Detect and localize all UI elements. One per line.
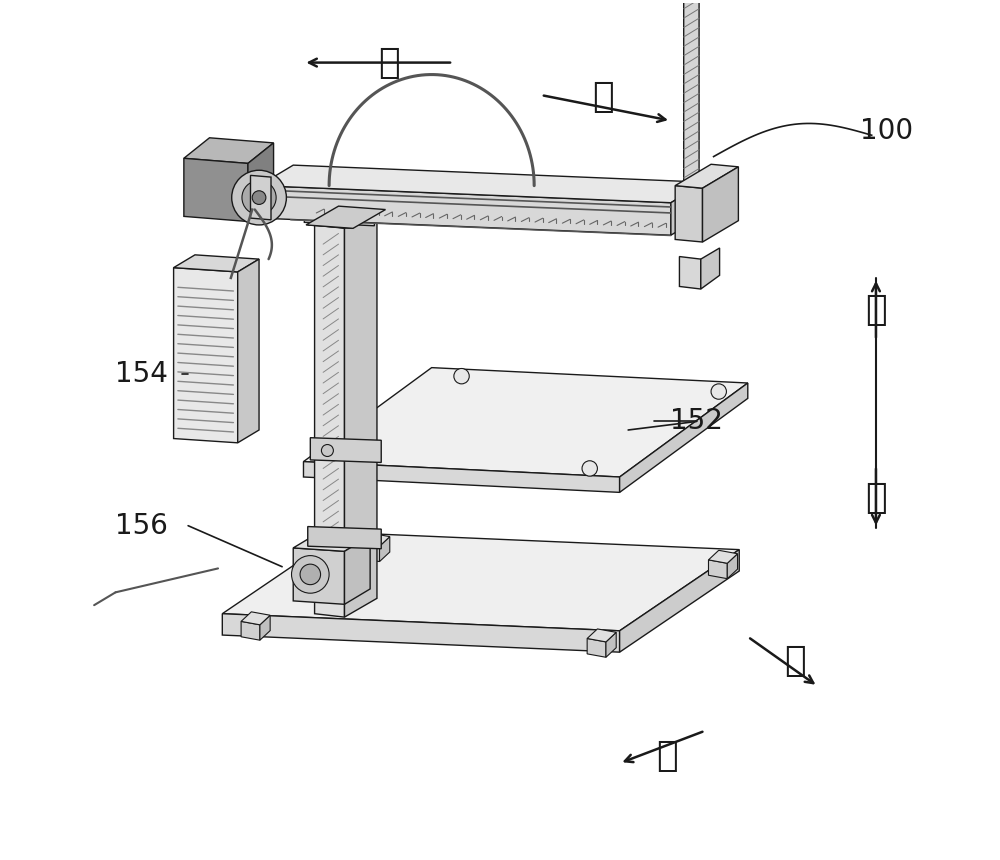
Polygon shape <box>344 536 370 605</box>
Text: 156: 156 <box>115 512 168 540</box>
Circle shape <box>454 368 469 384</box>
Text: 154: 154 <box>115 360 168 389</box>
Circle shape <box>711 384 726 399</box>
Text: 后: 后 <box>378 46 400 80</box>
Circle shape <box>252 191 266 205</box>
Polygon shape <box>303 462 620 493</box>
Polygon shape <box>293 532 370 551</box>
Polygon shape <box>259 186 671 235</box>
Polygon shape <box>620 383 748 493</box>
Polygon shape <box>361 543 380 562</box>
Circle shape <box>326 445 341 461</box>
Polygon shape <box>703 167 738 242</box>
Circle shape <box>300 564 321 585</box>
Circle shape <box>321 445 333 457</box>
Polygon shape <box>606 632 616 657</box>
Polygon shape <box>587 638 606 657</box>
Polygon shape <box>260 615 270 640</box>
Circle shape <box>232 170 286 225</box>
Polygon shape <box>380 537 390 562</box>
Polygon shape <box>708 550 738 563</box>
Polygon shape <box>174 267 238 443</box>
Text: 前: 前 <box>592 80 613 114</box>
Polygon shape <box>675 164 738 188</box>
Text: 右: 右 <box>784 643 806 678</box>
Polygon shape <box>679 256 701 289</box>
Text: 152: 152 <box>670 408 723 435</box>
Polygon shape <box>304 212 374 226</box>
Polygon shape <box>251 175 271 220</box>
Polygon shape <box>708 560 727 579</box>
Polygon shape <box>684 0 699 188</box>
Polygon shape <box>675 186 703 242</box>
Polygon shape <box>310 438 381 463</box>
Circle shape <box>582 461 597 476</box>
Polygon shape <box>222 614 620 652</box>
Polygon shape <box>259 165 705 203</box>
Polygon shape <box>308 526 381 549</box>
Polygon shape <box>248 143 274 222</box>
Polygon shape <box>184 138 274 163</box>
Polygon shape <box>727 554 738 579</box>
Text: 上: 上 <box>865 293 887 328</box>
Polygon shape <box>306 206 386 229</box>
Polygon shape <box>361 533 390 546</box>
Polygon shape <box>303 367 748 477</box>
Polygon shape <box>241 611 270 625</box>
Polygon shape <box>587 629 616 642</box>
Text: 下: 下 <box>865 482 887 515</box>
Polygon shape <box>184 158 248 222</box>
Polygon shape <box>241 622 260 640</box>
Polygon shape <box>671 182 705 235</box>
Polygon shape <box>293 548 344 605</box>
Text: 100: 100 <box>860 117 913 145</box>
Polygon shape <box>620 550 739 652</box>
Polygon shape <box>315 225 344 617</box>
Polygon shape <box>701 248 720 289</box>
Circle shape <box>292 556 329 593</box>
Polygon shape <box>222 532 739 630</box>
Circle shape <box>242 181 276 215</box>
Polygon shape <box>308 206 384 229</box>
Polygon shape <box>174 255 259 272</box>
Polygon shape <box>344 210 377 617</box>
Text: 左: 左 <box>656 740 677 773</box>
Polygon shape <box>238 259 259 443</box>
